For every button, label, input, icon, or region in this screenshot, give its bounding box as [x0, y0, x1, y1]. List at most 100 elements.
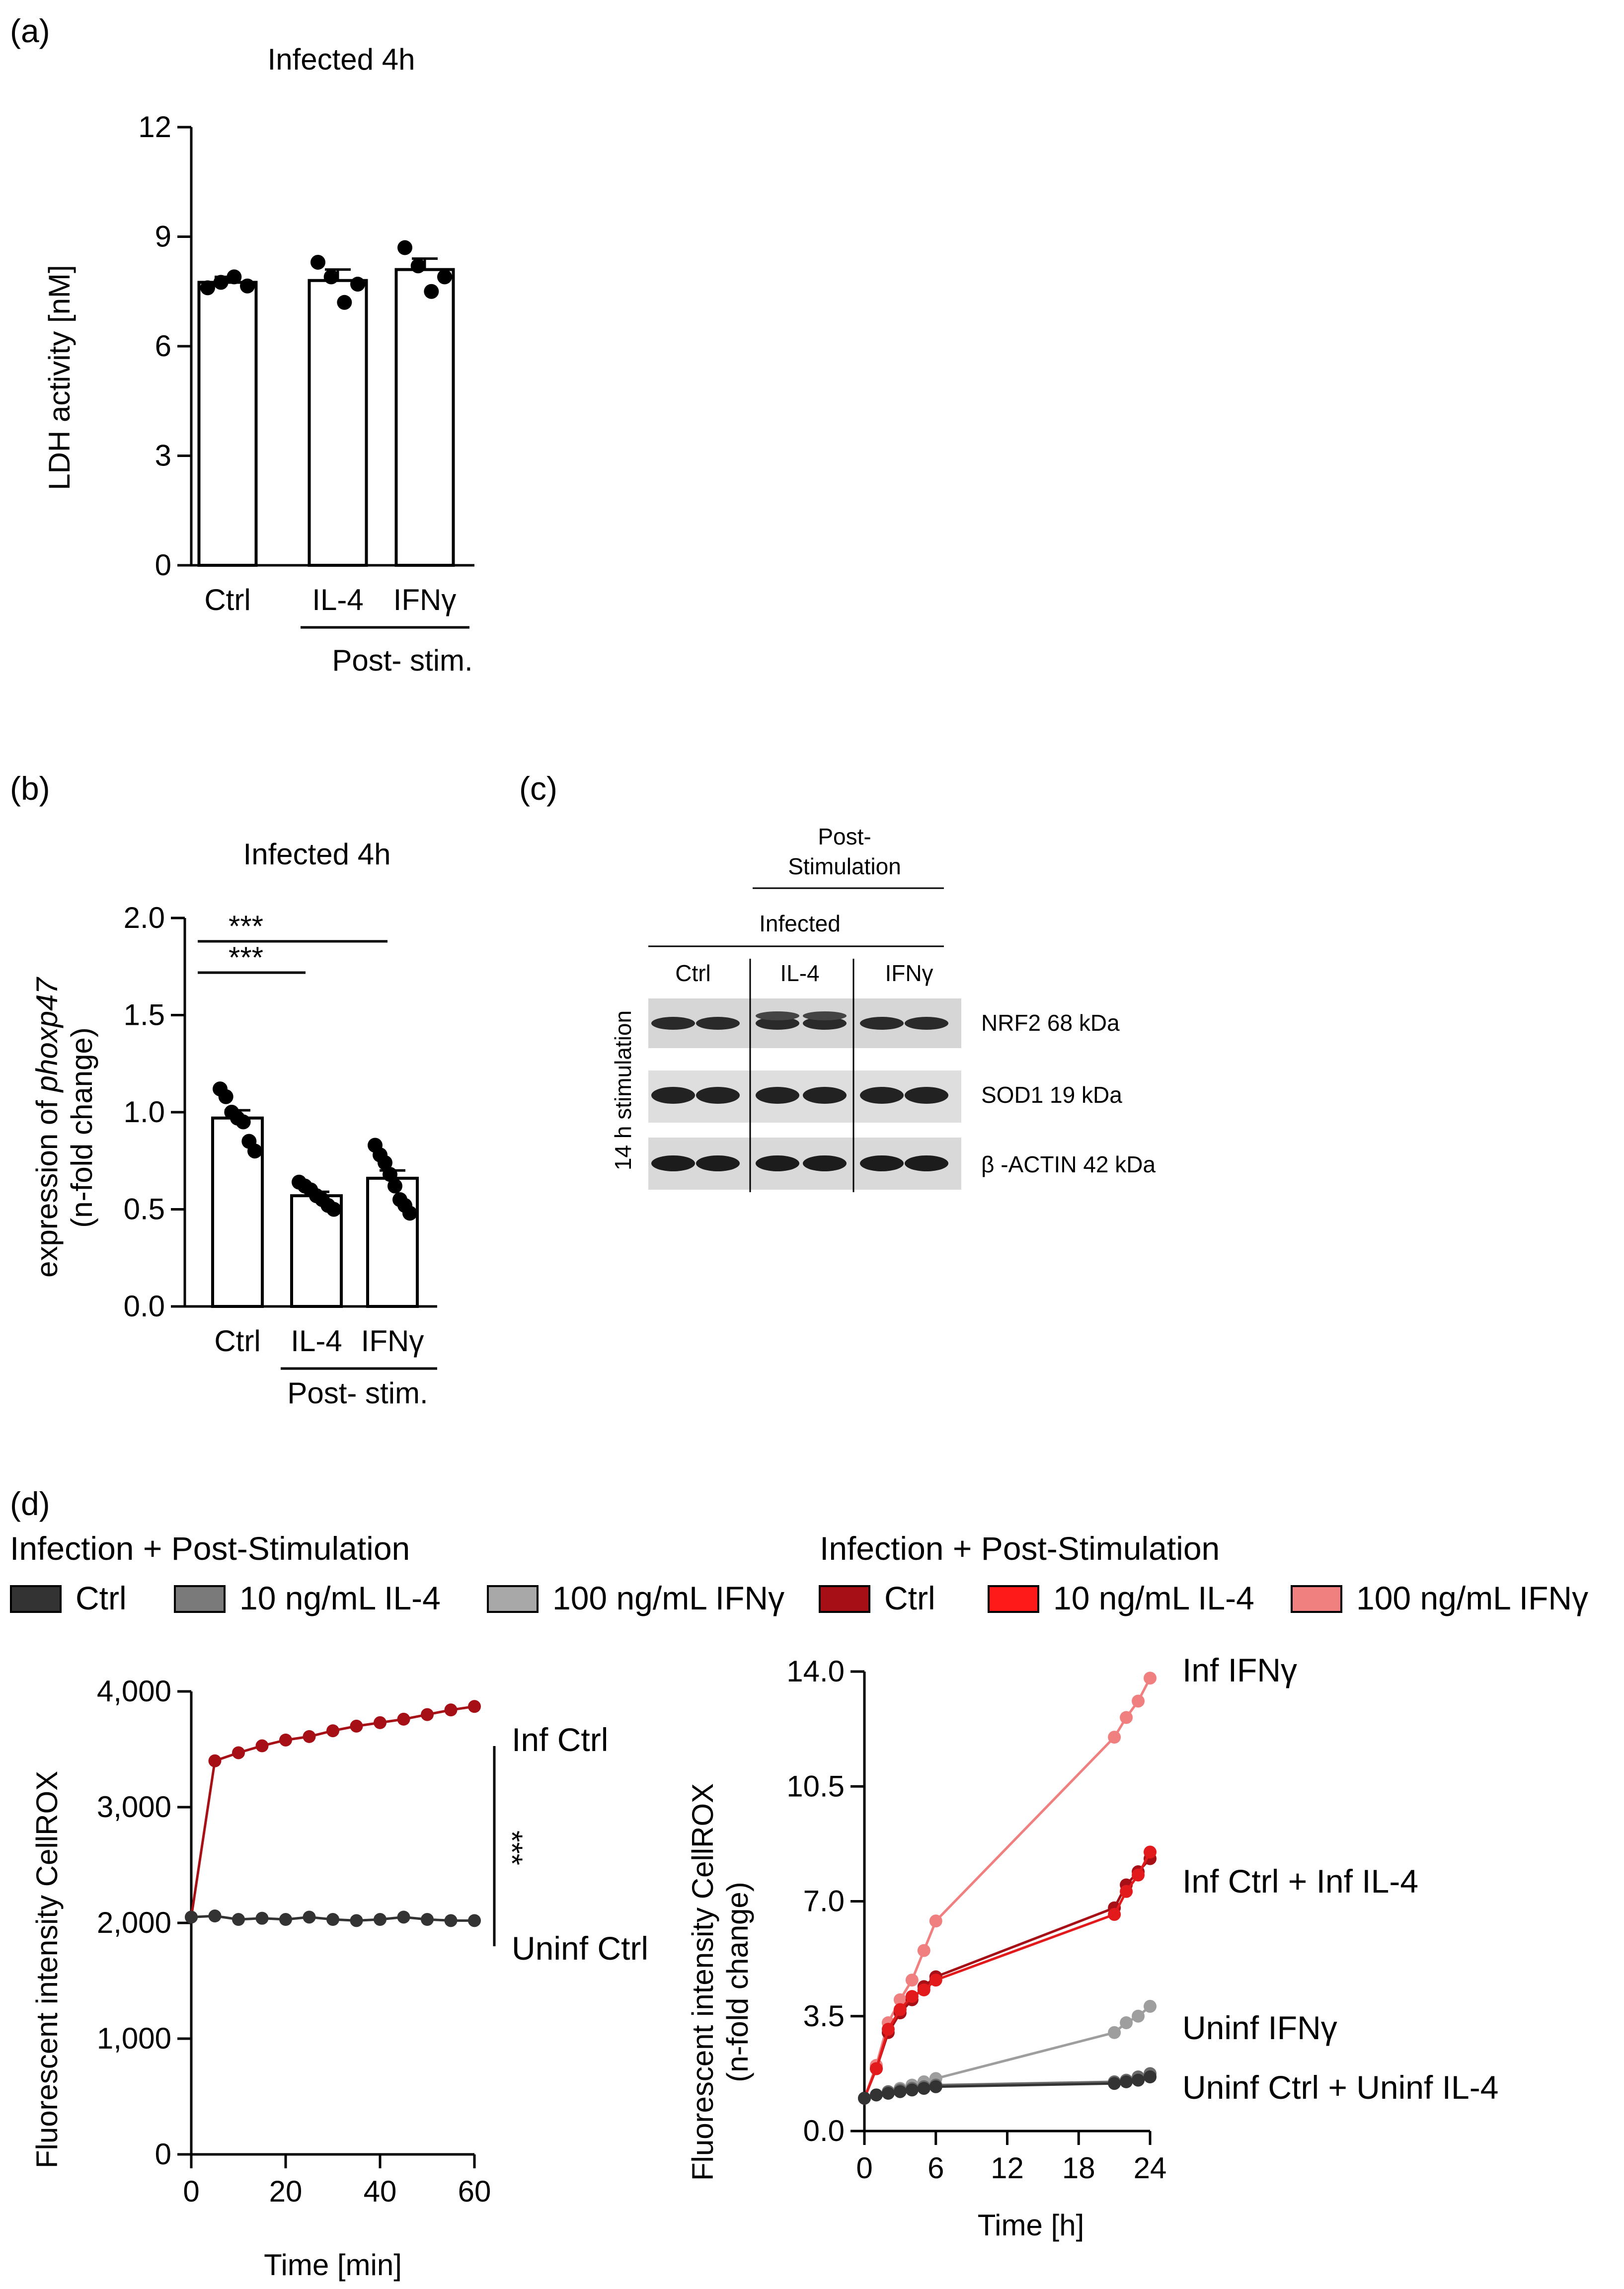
- y-tick-label: 12: [138, 110, 171, 144]
- data-point: [424, 284, 439, 299]
- bar-Ctrl: [197, 281, 258, 567]
- data-point: [213, 275, 229, 290]
- data-point: [437, 269, 452, 285]
- panel-d-right-label-uninf-ifng: Uninf IFNγ: [1182, 2009, 1337, 2046]
- blot-band: [803, 1017, 847, 1030]
- data-point: [200, 280, 215, 296]
- legend-label: 10 ng/mL IL-4: [1053, 1580, 1254, 1616]
- legend-left-title: Infection + Post-Stimulation: [10, 1530, 410, 1567]
- x-tick-label: 24: [1134, 2151, 1167, 2185]
- y-tick-label: 0.0: [124, 1290, 165, 1323]
- panel-b-ylabel-gene: phoxp47: [30, 976, 64, 1093]
- panel-b-chart: Infected 4h expression of phoxp47 (n-fol…: [30, 838, 437, 1410]
- data-point: [444, 1703, 458, 1717]
- data-point: [929, 1974, 942, 1987]
- y-tick-label: 6: [155, 329, 171, 363]
- blot-band: [905, 1155, 948, 1171]
- legend-swatch: [487, 1585, 539, 1613]
- data-point: [337, 295, 352, 310]
- data-point: [326, 1724, 339, 1738]
- panel-d-left-x-axis-label: Time [min]: [264, 2248, 402, 2282]
- blot-band: [651, 1017, 695, 1030]
- data-point: [208, 1909, 222, 1923]
- panel-d-left-chart: Fluorescent intensity CellROX Time [min]…: [30, 1675, 648, 2282]
- data-point: [402, 1206, 417, 1221]
- data-point: [1108, 1908, 1121, 1921]
- y-tick-label: 0.0: [803, 2114, 845, 2147]
- significance-stars-ifng: ***: [229, 910, 263, 943]
- panel-a-chart: Infected 4h LDH activity [nM] 0 3 6 9 12 Ctr…: [43, 43, 474, 677]
- blot-lane-ifng: IFNγ: [885, 960, 933, 986]
- blot-lane-ctrl: Ctrl: [675, 960, 711, 986]
- x-tick-label: 18: [1062, 2151, 1095, 2185]
- data-point: [1108, 2026, 1121, 2039]
- data-point: [383, 1167, 397, 1182]
- western-blot-panel: Post- Stimulation Infected Ctrl IL-4 IFN…: [610, 824, 1156, 1192]
- data-point: [421, 1913, 434, 1926]
- data-point: [1132, 1868, 1145, 1882]
- data-point: [410, 258, 426, 274]
- panel-b-title: Infected 4h: [243, 838, 391, 871]
- data-point: [397, 240, 412, 255]
- blot-band: [803, 1087, 847, 1104]
- data-point: [881, 2023, 895, 2036]
- data-point: [929, 2080, 942, 2093]
- data-point: [387, 1178, 402, 1194]
- panel-d-left-label-inf-ctrl: Inf Ctrl: [512, 1721, 608, 1758]
- blot-band-label-actin: β -ACTIN 42 kDa: [981, 1151, 1156, 1177]
- data-point: [350, 1719, 363, 1733]
- blot-band-label-nrf2: NRF2 68 kDa: [981, 1010, 1120, 1036]
- panel-label-d: (d): [10, 1485, 50, 1522]
- bar-IL-4: [308, 279, 368, 567]
- y-tick-label: 2.0: [124, 901, 165, 934]
- data-point: [869, 2062, 883, 2075]
- data-point: [893, 2085, 907, 2098]
- legend-label: Ctrl: [884, 1580, 935, 1616]
- y-tick-label: 7.0: [803, 1885, 845, 1918]
- data-point: [1108, 2077, 1121, 2090]
- blot-band: [905, 1087, 948, 1104]
- data-point: [1132, 2009, 1145, 2023]
- data-point: [1120, 1711, 1133, 1724]
- data-point: [905, 1990, 919, 2003]
- x-tick-label: Ctrl: [214, 1324, 260, 1358]
- panel-d-legend: Infection + Post-Stimulation Infection +…: [10, 1530, 1588, 1616]
- panel-d-right-x-axis-label: Time [h]: [978, 2209, 1084, 2242]
- y-tick-label: 14.0: [786, 1655, 845, 1688]
- data-point: [397, 1910, 410, 1924]
- blot-band: [905, 1017, 948, 1030]
- data-point: [468, 1700, 481, 1713]
- data-point: [232, 1746, 245, 1759]
- data-point: [893, 1993, 907, 2006]
- panel-d-right-label-inf-ctrl-il4: Inf Ctrl + Inf IL-4: [1182, 1863, 1418, 1900]
- bar-IFNγ: [366, 1176, 419, 1308]
- panel-b-ylabel-prefix: expression of: [30, 1092, 64, 1278]
- data-point: [1144, 2070, 1157, 2083]
- y-tick-label: 1.5: [124, 998, 165, 1032]
- blot-band: [803, 1155, 847, 1171]
- panel-label-a: (a): [10, 12, 50, 49]
- blot-header-post: Post-: [818, 824, 871, 849]
- data-point: [929, 1914, 942, 1928]
- data-point: [1144, 1672, 1157, 1685]
- y-tick-label: 9: [155, 220, 171, 253]
- data-point: [326, 1913, 339, 1926]
- data-point: [917, 2082, 930, 2095]
- y-tick-label: 10.5: [786, 1769, 845, 1803]
- x-tick-label: Ctrl: [204, 583, 250, 616]
- y-tick-label: 0: [155, 2137, 171, 2171]
- blot-band: [696, 1155, 740, 1171]
- y-tick-label: 3.5: [803, 1999, 845, 2033]
- panel-a-title: Infected 4h: [268, 43, 415, 76]
- panel-d-right-label-inf-ifng: Inf IFNγ: [1182, 1652, 1297, 1688]
- blot-lane-il4: IL-4: [780, 960, 819, 986]
- y-tick-label: 1.0: [124, 1095, 165, 1129]
- blot-band: [696, 1087, 740, 1104]
- y-tick-label: 1,000: [97, 2022, 171, 2055]
- series-line-Inf-Ctrl: [190, 1705, 475, 1917]
- data-point: [255, 1739, 269, 1753]
- panel-a-group-label: Post- stim.: [332, 644, 472, 677]
- blot-band: [803, 1011, 847, 1020]
- data-point: [444, 1914, 458, 1927]
- blot-band: [651, 1087, 695, 1104]
